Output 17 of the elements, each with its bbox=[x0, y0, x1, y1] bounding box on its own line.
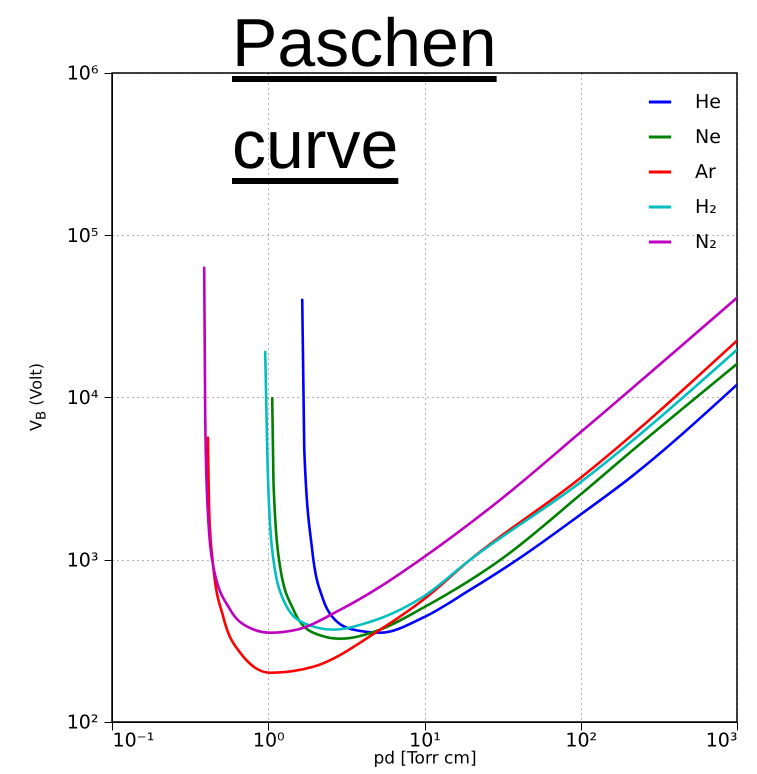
x-tick-label: 10² bbox=[565, 730, 598, 752]
y-tick-label: 10⁴ bbox=[66, 387, 99, 409]
legend-label: Ar bbox=[695, 161, 716, 183]
chart-title: Paschen curve bbox=[232, 4, 498, 185]
y-tick-label: 10⁶ bbox=[66, 62, 98, 84]
x-tick-label: 10¹ bbox=[409, 730, 441, 752]
y-tick-label: 10³ bbox=[66, 549, 98, 572]
y-tick-label: 10² bbox=[66, 712, 98, 734]
legend-label: Ne bbox=[695, 126, 721, 148]
legend-label: He bbox=[695, 91, 721, 113]
legend-label: H₂ bbox=[695, 196, 717, 218]
x-axis-title: pd [Torr cm] bbox=[373, 748, 477, 768]
x-tick-label: 10³ bbox=[706, 730, 738, 752]
x-tick-label: 10⁻¹ bbox=[112, 730, 154, 752]
legend-label: N₂ bbox=[695, 231, 717, 253]
x-tick-label: 10⁰ bbox=[252, 730, 285, 752]
y-tick-label: 10⁵ bbox=[66, 224, 98, 247]
